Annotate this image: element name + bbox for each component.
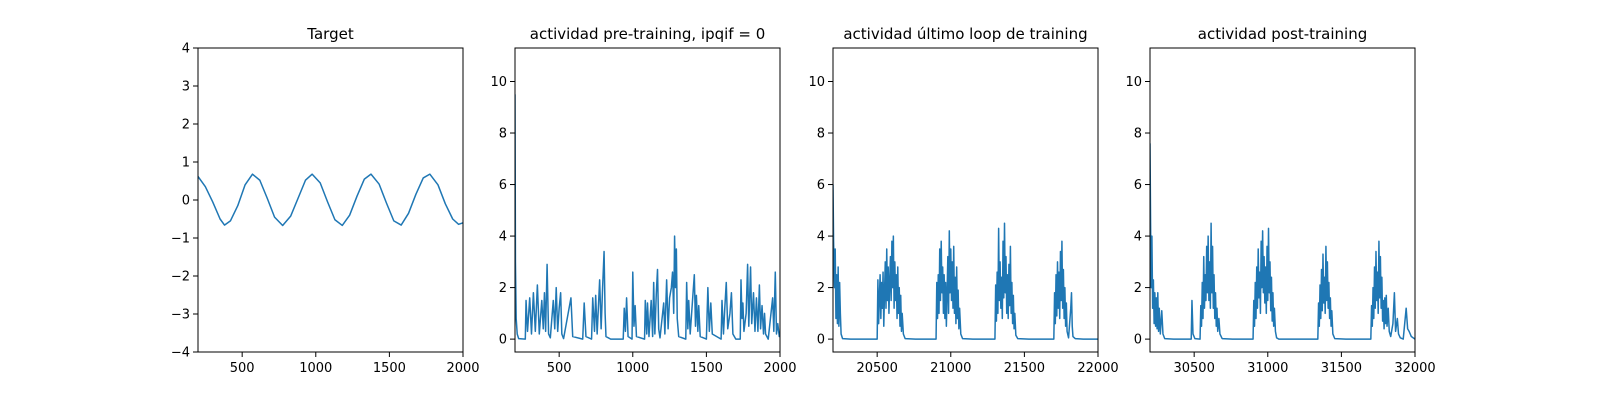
chart-panel: 30500 31000 31500 32000 0 2 4 6 8 10 actividad pos… bbox=[1125, 25, 1435, 376]
x-tick-label: 500 bbox=[230, 361, 255, 376]
y-tick-label: 4 bbox=[1134, 230, 1142, 245]
y-tick-label: −2 bbox=[171, 270, 190, 285]
chart-title: actividad pre-training, ipqif = 0 bbox=[530, 25, 766, 43]
x-tick-label: 30500 bbox=[1173, 361, 1214, 376]
chart-title: Target bbox=[306, 25, 354, 43]
x-tick-label: 20500 bbox=[856, 361, 897, 376]
x-tick-label: 21000 bbox=[930, 361, 971, 376]
x-tick-label: 2000 bbox=[763, 361, 796, 376]
y-tick-label: 10 bbox=[490, 75, 507, 90]
y-tick-label: 6 bbox=[817, 178, 825, 193]
y-tick-label: 4 bbox=[499, 230, 507, 245]
chart-title: actividad último loop de training bbox=[843, 25, 1087, 43]
x-tick-label: 1500 bbox=[690, 361, 723, 376]
x-tick-label: 1000 bbox=[299, 361, 332, 376]
x-tick-label: 1500 bbox=[373, 361, 406, 376]
y-tick-label: 0 bbox=[499, 333, 507, 348]
chart-title: actividad post-training bbox=[1198, 25, 1367, 43]
y-tick-label: 4 bbox=[817, 230, 825, 245]
y-tick-label: −1 bbox=[171, 232, 190, 247]
y-tick-label: 10 bbox=[1125, 75, 1142, 90]
y-tick-label: 10 bbox=[808, 75, 825, 90]
y-tick-label: 0 bbox=[817, 333, 825, 348]
y-tick-label: 2 bbox=[1134, 281, 1142, 296]
y-tick-label: 2 bbox=[499, 281, 507, 296]
series-line bbox=[515, 94, 780, 340]
y-tick-label: 0 bbox=[182, 194, 190, 209]
chart-panel: 500 1000 1500 2000 0 2 4 6 8 10 actividad pre-trai… bbox=[490, 25, 796, 376]
y-tick-label: 8 bbox=[499, 127, 507, 142]
y-tick-label: 8 bbox=[817, 127, 825, 142]
chart-panel: 20500 21000 21500 22000 0 2 4 6 8 10 actividad últ… bbox=[808, 25, 1118, 376]
x-tick-label: 22000 bbox=[1077, 361, 1118, 376]
y-tick-label: 2 bbox=[182, 118, 190, 133]
x-tick-label: 31500 bbox=[1321, 361, 1362, 376]
series-line bbox=[198, 173, 463, 227]
series-line bbox=[833, 184, 1098, 340]
y-tick-label: 0 bbox=[1134, 333, 1142, 348]
x-tick-label: 1000 bbox=[616, 361, 649, 376]
plot-frame bbox=[832, 47, 1099, 353]
series-line bbox=[1150, 143, 1415, 340]
y-tick-label: 1 bbox=[182, 156, 190, 171]
y-tick-label: 6 bbox=[499, 178, 507, 193]
plot-frame bbox=[514, 47, 781, 353]
plot-frame bbox=[197, 47, 464, 353]
x-tick-label: 32000 bbox=[1394, 361, 1435, 376]
y-tick-label: 2 bbox=[817, 281, 825, 296]
y-tick-label: −3 bbox=[171, 308, 190, 323]
y-tick-label: 8 bbox=[1134, 127, 1142, 142]
x-tick-label: 500 bbox=[547, 361, 572, 376]
y-tick-label: 4 bbox=[182, 42, 190, 57]
x-tick-label: 21500 bbox=[1004, 361, 1045, 376]
plot-frame bbox=[1149, 47, 1416, 353]
y-tick-label: 3 bbox=[182, 80, 190, 95]
x-tick-label: 2000 bbox=[446, 361, 479, 376]
y-tick-label: −4 bbox=[171, 346, 190, 361]
y-tick-label: 6 bbox=[1134, 178, 1142, 193]
chart-panel: 500 1000 1500 2000 −4 −3 −2 −1 0 1 2 3 4 Target bbox=[171, 25, 480, 376]
x-tick-label: 31000 bbox=[1247, 361, 1288, 376]
